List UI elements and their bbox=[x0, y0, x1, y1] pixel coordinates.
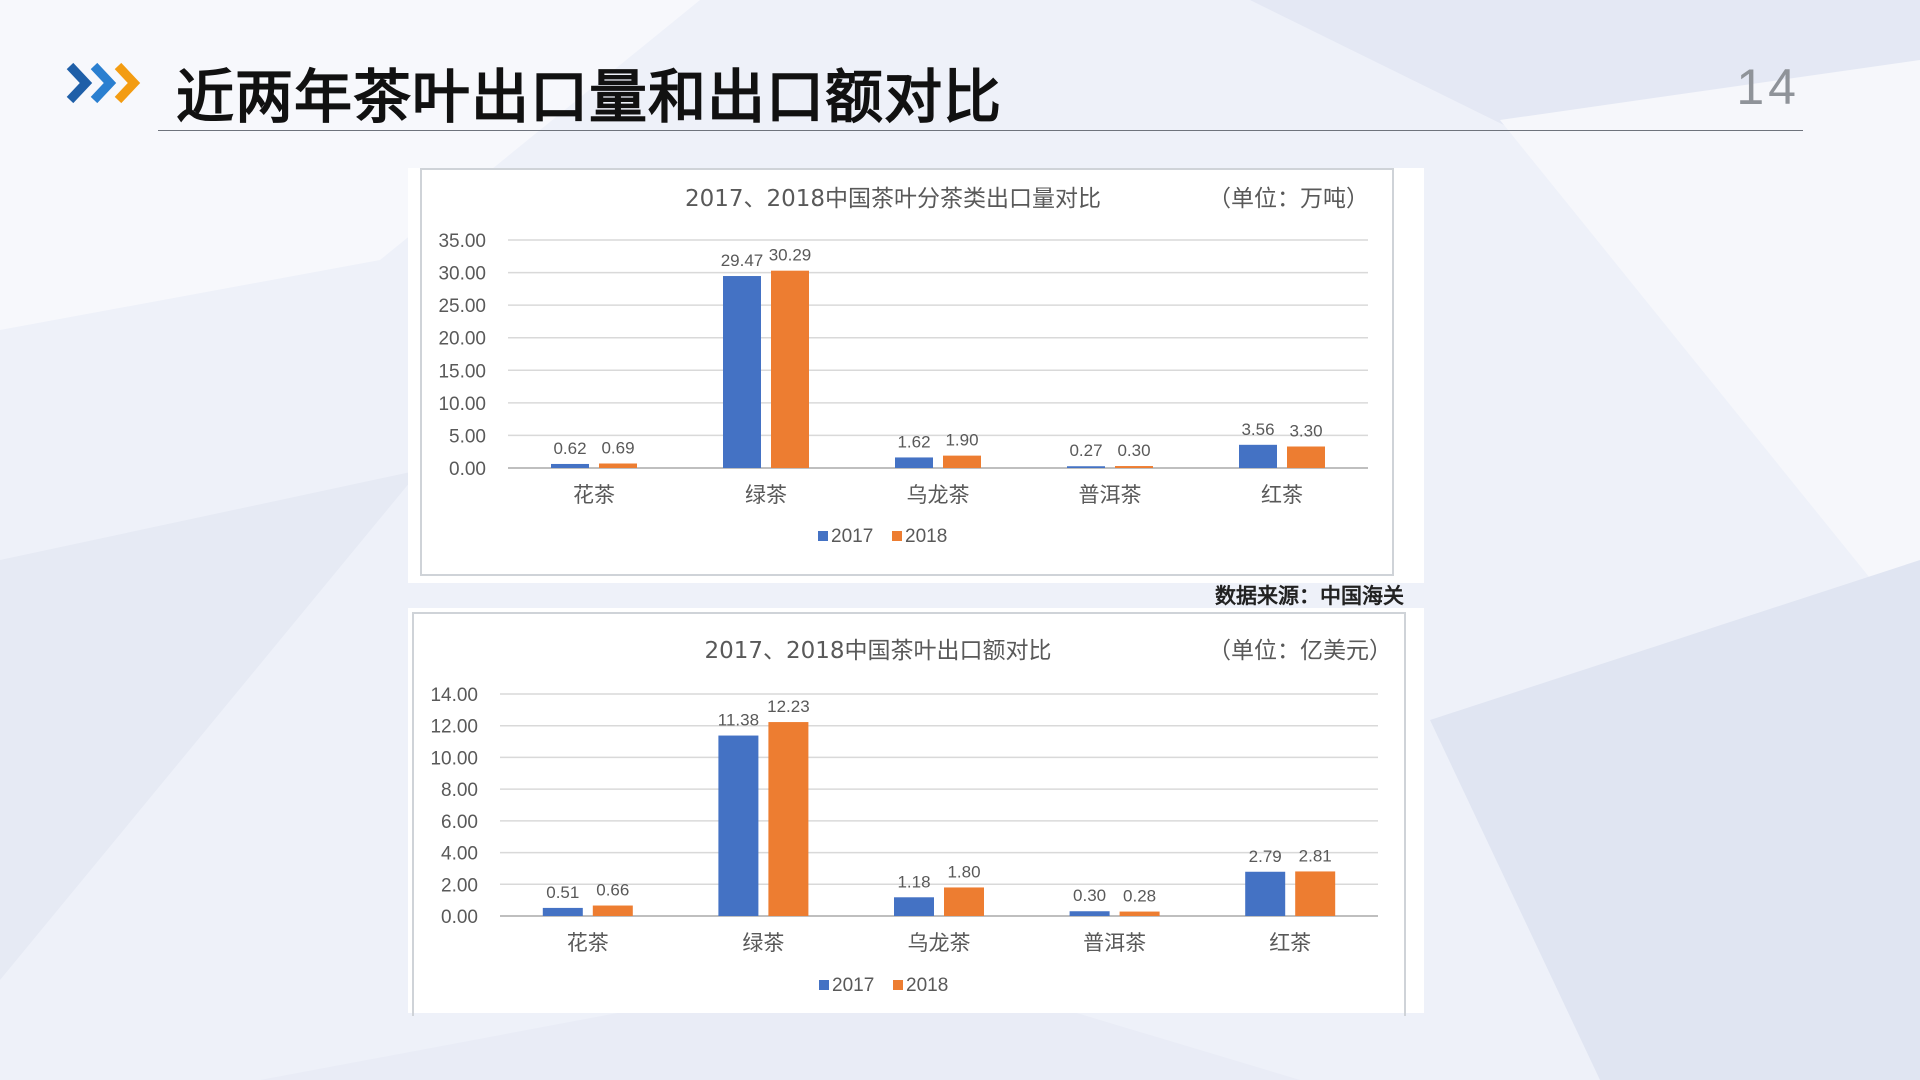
export-volume-bar-chart: 2017、2018中国茶叶分茶类出口量对比 （单位：万吨） 0.00 5.00 10.0… bbox=[438, 186, 1369, 547]
data-label: 1.90 bbox=[945, 431, 978, 450]
bar-2017 bbox=[542, 907, 583, 916]
data-label: 0.30 bbox=[1073, 886, 1106, 905]
data-source-note: 数据来源：中国海关 bbox=[1215, 584, 1404, 608]
data-label: 2.79 bbox=[1249, 847, 1282, 866]
y-tick-label: 8.00 bbox=[441, 780, 478, 801]
bar-2017 bbox=[1069, 911, 1110, 916]
data-label: 30.29 bbox=[769, 246, 812, 265]
chart-unit-label: （单位：万吨） bbox=[1208, 186, 1369, 212]
data-label: 1.80 bbox=[947, 862, 980, 881]
page-number: 14 bbox=[1736, 59, 1800, 115]
y-tick-label: 10.00 bbox=[438, 394, 486, 415]
category-label: 乌龙茶 bbox=[908, 931, 971, 955]
bar-2018 bbox=[771, 270, 809, 468]
data-label: 2.81 bbox=[1299, 846, 1332, 865]
category-label: 绿茶 bbox=[745, 483, 787, 507]
bar-2017 bbox=[718, 735, 759, 916]
y-tick-label: 0.00 bbox=[441, 907, 478, 928]
legend-swatch-2018 bbox=[892, 531, 902, 541]
y-tick-label: 14.00 bbox=[430, 685, 478, 706]
triple-chevron-icon bbox=[66, 62, 141, 104]
bar-2017 bbox=[1239, 444, 1277, 468]
data-label: 0.51 bbox=[546, 883, 579, 902]
data-label: 29.47 bbox=[721, 251, 764, 270]
data-label: 0.62 bbox=[553, 439, 586, 458]
bar-2018 bbox=[1295, 871, 1336, 916]
data-label: 1.18 bbox=[897, 872, 930, 891]
export-value-bar-chart: 2017、2018中国茶叶出口额对比 （单位：亿美元） 0.00 2.00 4.00 6.… bbox=[430, 638, 1392, 996]
bar-2018 bbox=[943, 455, 981, 468]
y-tick-label: 20.00 bbox=[438, 329, 486, 350]
bar-2018 bbox=[599, 463, 637, 468]
y-tick-label: 15.00 bbox=[438, 361, 486, 382]
bar-2017 bbox=[551, 463, 589, 468]
y-tick-label: 0.00 bbox=[449, 459, 486, 480]
data-label: 1.62 bbox=[897, 432, 930, 451]
legend-swatch-2017 bbox=[818, 531, 828, 541]
category-label: 花茶 bbox=[573, 483, 615, 507]
title-divider bbox=[158, 130, 1803, 131]
export-value-chart-panel: 2017、2018中国茶叶出口额对比 （单位：亿美元） 0.00 2.00 4.00 6.… bbox=[408, 608, 1424, 1016]
category-label: 花茶 bbox=[567, 931, 609, 955]
chart-frame bbox=[412, 612, 1406, 1016]
bar-2017 bbox=[1067, 466, 1105, 468]
bar-2017 bbox=[894, 897, 934, 916]
chart-title: 2017、2018中国茶叶分茶类出口量对比 bbox=[685, 186, 1101, 212]
y-tick-label: 10.00 bbox=[430, 748, 478, 769]
data-label: 0.69 bbox=[601, 439, 634, 458]
bar-2018 bbox=[1115, 466, 1153, 468]
y-tick-label: 4.00 bbox=[441, 844, 478, 865]
bar-2017 bbox=[1245, 871, 1286, 916]
chart-title: 2017、2018中国茶叶出口额对比 bbox=[704, 638, 1051, 664]
category-label: 绿茶 bbox=[742, 931, 784, 955]
chart-frame bbox=[420, 168, 1394, 576]
data-label: 12.23 bbox=[767, 697, 810, 716]
legend-swatch-2017 bbox=[819, 980, 829, 990]
data-label: 0.66 bbox=[596, 881, 629, 900]
data-label: 11.38 bbox=[718, 711, 759, 730]
data-label: 3.56 bbox=[1241, 420, 1274, 439]
data-label: 3.30 bbox=[1289, 422, 1322, 441]
y-tick-label: 6.00 bbox=[441, 812, 478, 833]
data-label: 0.28 bbox=[1123, 887, 1156, 906]
bar-2018 bbox=[768, 722, 809, 916]
bar-2018 bbox=[1119, 911, 1160, 916]
data-label: 0.27 bbox=[1069, 441, 1102, 460]
y-tick-label: 30.00 bbox=[438, 264, 486, 285]
bar-2017 bbox=[723, 276, 761, 468]
data-label: 0.30 bbox=[1117, 441, 1150, 460]
legend-label: 2017 bbox=[831, 526, 873, 547]
y-tick-label: 2.00 bbox=[441, 875, 478, 896]
category-label: 红茶 bbox=[1261, 483, 1303, 507]
y-tick-label: 25.00 bbox=[438, 296, 486, 317]
legend-label: 2017 bbox=[832, 975, 874, 996]
bar-2017 bbox=[895, 457, 933, 468]
bar-2018 bbox=[944, 887, 984, 916]
y-tick-label: 12.00 bbox=[430, 717, 478, 738]
category-label: 普洱茶 bbox=[1079, 483, 1142, 507]
chart-unit-label: （单位：亿美元） bbox=[1208, 638, 1392, 664]
legend-label: 2018 bbox=[905, 526, 947, 547]
slide-title: 近两年茶叶出口量和出口额对比 bbox=[176, 63, 1003, 131]
bar-2018 bbox=[1287, 446, 1325, 468]
legend-swatch-2018 bbox=[893, 980, 903, 990]
y-tick-label: 35.00 bbox=[438, 231, 486, 252]
y-tick-label: 5.00 bbox=[449, 426, 486, 447]
legend-label: 2018 bbox=[906, 975, 948, 996]
category-label: 红茶 bbox=[1269, 931, 1311, 955]
category-label: 普洱茶 bbox=[1083, 931, 1146, 955]
bar-2018 bbox=[592, 905, 633, 916]
category-label: 乌龙茶 bbox=[907, 483, 970, 507]
export-volume-chart-panel: 2017、2018中国茶叶分茶类出口量对比 （单位：万吨） 0.00 5.00 10.0… bbox=[408, 168, 1424, 583]
